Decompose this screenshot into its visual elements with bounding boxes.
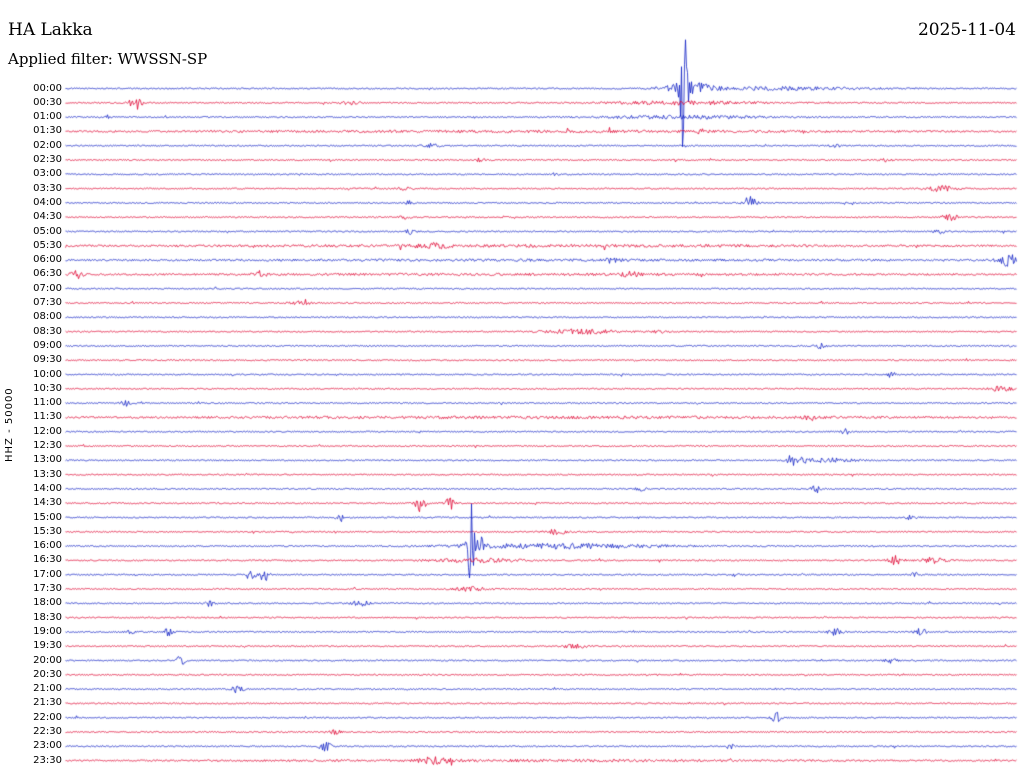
time-label: 18:00 <box>33 597 62 609</box>
time-label: 14:00 <box>33 482 62 494</box>
time-label: 01:00 <box>33 111 62 123</box>
time-label: 09:00 <box>33 339 62 351</box>
time-label: 00:30 <box>33 96 62 108</box>
time-label: 10:30 <box>33 382 62 394</box>
time-label: 10:00 <box>33 368 62 380</box>
time-label: 18:30 <box>33 611 62 623</box>
time-label: 12:30 <box>33 440 62 451</box>
time-label: 07:30 <box>33 297 62 308</box>
time-label: 03:30 <box>33 182 62 194</box>
time-label: 20:30 <box>33 668 62 680</box>
time-label: 22:00 <box>33 711 62 723</box>
time-label: 16:30 <box>33 554 62 566</box>
time-label: 09:30 <box>33 354 62 366</box>
time-label: 02:30 <box>33 154 62 165</box>
station-name: HA Lakka <box>8 20 93 40</box>
time-label: 19:30 <box>33 640 62 652</box>
time-label: 22:30 <box>33 726 62 737</box>
time-label: 02:00 <box>33 139 62 151</box>
time-label: 00:00 <box>33 82 62 94</box>
time-label: 08:30 <box>33 325 62 337</box>
time-label: 19:00 <box>33 625 62 637</box>
time-label: 21:30 <box>33 697 62 709</box>
y-axis-scale-label: HHZ - 50000 <box>4 387 15 462</box>
time-label: 15:00 <box>33 511 62 523</box>
time-label: 04:00 <box>33 196 62 208</box>
time-label: 15:30 <box>33 525 62 537</box>
time-label: 07:00 <box>33 282 62 294</box>
time-label: 23:00 <box>33 740 62 752</box>
time-label: 05:00 <box>33 225 62 237</box>
time-label: 06:00 <box>33 254 62 266</box>
time-label: 13:00 <box>33 454 62 466</box>
time-label: 20:00 <box>33 654 62 666</box>
time-label: 17:00 <box>33 568 62 580</box>
applied-filter-label: Applied filter: WWSSN-SP <box>8 50 208 68</box>
time-label: 23:30 <box>33 754 62 766</box>
time-label: 04:30 <box>33 211 62 223</box>
time-label: 16:00 <box>33 540 62 552</box>
time-label: 03:00 <box>33 168 62 180</box>
time-label: 21:00 <box>33 683 62 695</box>
time-label: 11:00 <box>33 397 62 409</box>
time-label: 06:30 <box>33 268 62 280</box>
time-label: 13:30 <box>33 468 62 480</box>
time-label: 11:30 <box>33 411 62 423</box>
time-label: 17:30 <box>33 583 62 594</box>
time-label: 14:30 <box>33 497 62 509</box>
time-label: 01:30 <box>33 125 62 137</box>
time-label: 08:00 <box>33 311 62 323</box>
time-label: 12:00 <box>33 425 62 437</box>
record-date: 2025-11-04 <box>917 20 1016 40</box>
time-label: 05:30 <box>33 239 62 251</box>
